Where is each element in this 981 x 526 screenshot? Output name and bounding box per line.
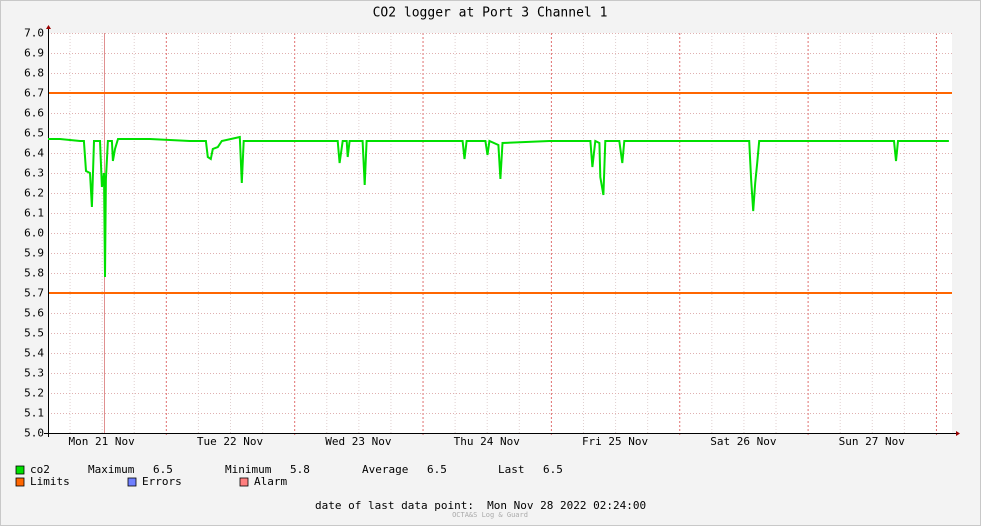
legend-swatch: [127, 477, 137, 487]
y-tick-label: 6.9: [24, 47, 44, 60]
y-tick-label: 5.4: [24, 347, 44, 360]
stat-value: 5.8: [290, 463, 310, 476]
y-tick-label: 6.3: [24, 167, 44, 180]
y-tick-label: 5.5: [24, 327, 44, 340]
y-tick-label: 6.8: [24, 67, 44, 80]
y-tick-label: 5.9: [24, 247, 44, 260]
y-tick-label: 5.7: [24, 287, 44, 300]
y-tick-label: 6.5: [24, 127, 44, 140]
y-tick-label: 7.0: [24, 27, 44, 40]
y-tick-label: 6.1: [24, 207, 44, 220]
y-tick-label: 6.2: [24, 187, 44, 200]
legend-label: Alarm: [254, 475, 287, 488]
stat-label: Maximum: [88, 463, 135, 476]
x-tick-label: Fri 25 Nov: [582, 435, 649, 448]
footer: date of last data point: Mon Nov 28 2022…: [315, 499, 646, 512]
y-tick-label: 5.2: [24, 387, 44, 400]
y-tick-label: 5.0: [24, 427, 44, 440]
x-tick-label: Wed 23 Nov: [325, 435, 392, 448]
legend-swatch: [15, 477, 25, 487]
y-tick-label: 6.4: [24, 147, 44, 160]
x-axis-arrow: [956, 431, 960, 436]
legend-label: co2: [30, 463, 50, 476]
series-line: [48, 135, 949, 278]
x-tick-label: Sat 26 Nov: [710, 435, 777, 448]
stat-label: Minimum: [225, 463, 272, 476]
y-tick-label: 5.6: [24, 307, 44, 320]
legend-swatch: [15, 465, 25, 475]
x-tick-label: Mon 21 Nov: [69, 435, 136, 448]
y-tick-label: 5.1: [24, 407, 44, 420]
stat-value: 6.5: [153, 463, 173, 476]
stat-value: 6.5: [543, 463, 563, 476]
x-tick-label: Thu 24 Nov: [454, 435, 521, 448]
y-tick-label: 5.3: [24, 367, 44, 380]
y-tick-label: 6.7: [24, 87, 44, 100]
y-tick-label: 6.6: [24, 107, 44, 120]
chart-title: CO2 logger at Port 3 Channel 1: [373, 6, 608, 21]
stat-label: Last: [498, 463, 525, 476]
legend-label: Limits: [30, 475, 70, 488]
x-tick-label: Sun 27 Nov: [839, 435, 906, 448]
stat-label: Average: [362, 463, 408, 476]
x-tick-label: Tue 22 Nov: [197, 435, 264, 448]
y-tick-label: 6.0: [24, 227, 44, 240]
legend-swatch: [239, 477, 249, 487]
stat-value: 6.5: [427, 463, 447, 476]
watermark: OCTA&S Log & Guard: [452, 511, 528, 519]
legend-label: Errors: [142, 475, 182, 488]
y-axis-arrow: [46, 25, 51, 29]
y-tick-label: 5.8: [24, 267, 44, 280]
